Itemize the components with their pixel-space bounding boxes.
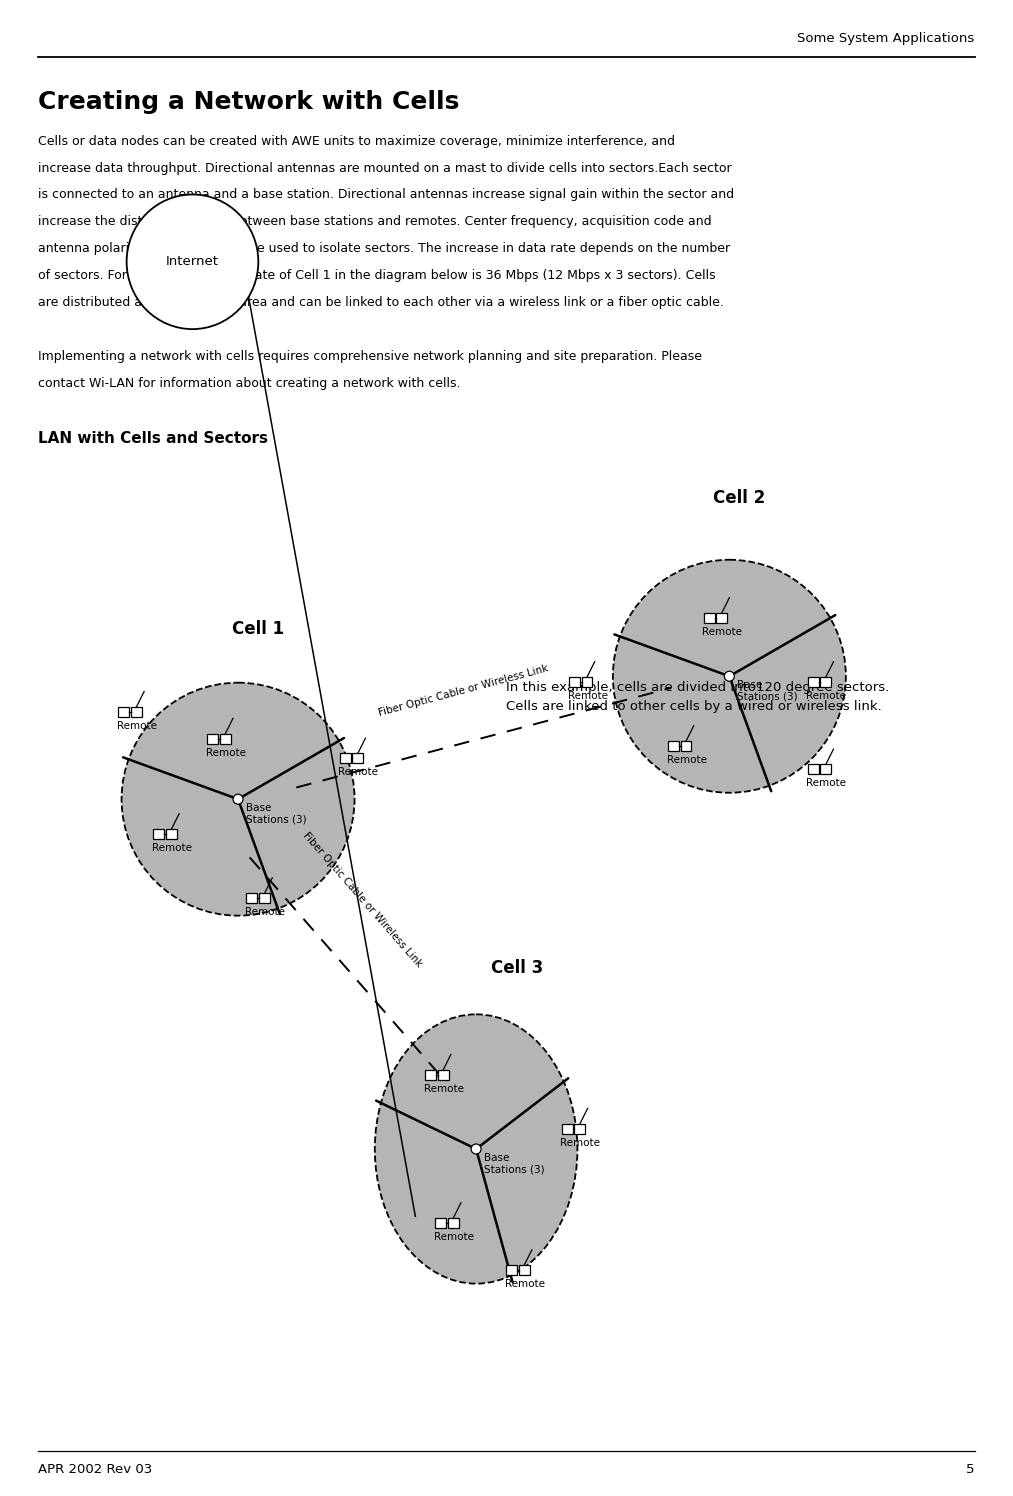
Text: Internet: Internet: [166, 256, 219, 268]
Bar: [668, 741, 679, 751]
Bar: [353, 754, 364, 763]
Bar: [716, 613, 727, 622]
Bar: [119, 706, 130, 717]
Circle shape: [613, 560, 846, 793]
Text: Remote: Remote: [667, 755, 707, 764]
Text: Fiber Optic Cable or Wireless Link: Fiber Optic Cable or Wireless Link: [301, 830, 424, 969]
Bar: [153, 829, 164, 839]
Ellipse shape: [375, 1014, 577, 1284]
Text: 5: 5: [966, 1463, 975, 1477]
Bar: [821, 678, 832, 687]
Text: Remote: Remote: [504, 1279, 545, 1290]
Bar: [339, 754, 350, 763]
Text: are distributed across a service area and can be linked to each other via a wire: are distributed across a service area an…: [38, 296, 724, 310]
Text: Cell 2: Cell 2: [713, 489, 766, 507]
Bar: [807, 678, 819, 687]
Bar: [821, 764, 832, 775]
Text: Remote: Remote: [806, 778, 847, 788]
Bar: [436, 1218, 446, 1228]
Bar: [448, 1218, 459, 1228]
Text: increase the distance possible between base stations and remotes. Center frequen: increase the distance possible between b…: [38, 215, 712, 229]
Text: Cell 3: Cell 3: [490, 959, 543, 977]
Text: Remote: Remote: [245, 907, 286, 917]
Bar: [246, 893, 257, 904]
Text: of sectors. For example, the data rate of Cell 1 in the diagram below is 36 Mbps: of sectors. For example, the data rate o…: [38, 269, 716, 283]
Text: Creating a Network with Cells: Creating a Network with Cells: [38, 90, 460, 114]
Text: Base
Stations (3): Base Stations (3): [484, 1153, 545, 1174]
Text: Base
Stations (3): Base Stations (3): [737, 681, 798, 702]
Bar: [519, 1266, 530, 1275]
Text: Remote: Remote: [560, 1138, 601, 1147]
Bar: [562, 1123, 572, 1134]
Bar: [220, 733, 231, 744]
Bar: [259, 893, 270, 904]
Bar: [581, 678, 593, 687]
Bar: [704, 613, 714, 622]
Text: Remote: Remote: [434, 1233, 474, 1242]
Text: LAN with Cells and Sectors: LAN with Cells and Sectors: [38, 431, 268, 446]
Text: antenna polarization techniques are used to isolate sectors. The increase in dat: antenna polarization techniques are used…: [38, 242, 730, 256]
Bar: [506, 1266, 517, 1275]
Text: increase data throughput. Directional antennas are mounted on a mast to divide c: increase data throughput. Directional an…: [38, 162, 732, 175]
Text: Remote: Remote: [567, 691, 608, 702]
Bar: [131, 706, 142, 717]
Text: Base
Stations (3): Base Stations (3): [246, 803, 307, 824]
Text: Remote: Remote: [152, 844, 192, 853]
Bar: [208, 733, 218, 744]
Text: Remote: Remote: [423, 1085, 464, 1094]
Text: Remote: Remote: [806, 691, 847, 702]
Text: Fiber Optic Cable or Wireless Link: Fiber Optic Cable or Wireless Link: [378, 663, 550, 718]
Circle shape: [724, 672, 734, 681]
Text: is connected to an antenna and a base station. Directional antennas increase sig: is connected to an antenna and a base st…: [38, 188, 734, 202]
Text: Remote: Remote: [118, 721, 157, 730]
Bar: [807, 764, 819, 775]
Circle shape: [233, 794, 243, 805]
Text: Some System Applications: Some System Applications: [797, 31, 975, 45]
Bar: [574, 1123, 586, 1134]
Text: APR 2002 Rev 03: APR 2002 Rev 03: [38, 1463, 153, 1477]
Text: Implementing a network with cells requires comprehensive network planning and si: Implementing a network with cells requir…: [38, 350, 702, 364]
Text: Remote: Remote: [206, 748, 246, 757]
Text: In this example, cells are divided into120 degree sectors.
Cells are linked to o: In this example, cells are divided into1…: [506, 681, 889, 712]
Text: contact Wi-LAN for information about creating a network with cells.: contact Wi-LAN for information about cre…: [38, 377, 461, 390]
Circle shape: [122, 682, 355, 916]
Text: Cells or data nodes can be created with AWE units to maximize coverage, minimize: Cells or data nodes can be created with …: [38, 135, 676, 148]
Text: Remote: Remote: [702, 627, 743, 637]
Bar: [681, 741, 692, 751]
Text: Cell 1: Cell 1: [232, 619, 285, 637]
Text: Remote: Remote: [338, 767, 379, 778]
Bar: [569, 678, 579, 687]
Ellipse shape: [127, 194, 258, 329]
Bar: [425, 1070, 436, 1080]
Bar: [438, 1070, 449, 1080]
Circle shape: [471, 1144, 481, 1153]
Bar: [166, 829, 177, 839]
